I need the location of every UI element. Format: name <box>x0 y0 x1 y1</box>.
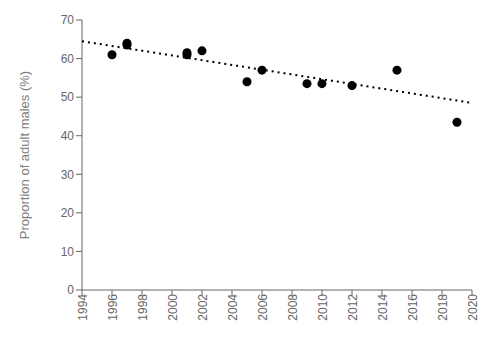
svg-text:0: 0 <box>67 283 74 297</box>
svg-text:50: 50 <box>61 90 75 104</box>
svg-text:20: 20 <box>61 206 75 220</box>
svg-text:2004: 2004 <box>226 294 240 321</box>
svg-text:2020: 2020 <box>466 294 480 321</box>
svg-text:2018: 2018 <box>436 294 450 321</box>
svg-text:40: 40 <box>61 129 75 143</box>
svg-text:2002: 2002 <box>196 294 210 321</box>
svg-text:1994: 1994 <box>76 294 90 321</box>
svg-text:70: 70 <box>61 13 75 27</box>
svg-text:2008: 2008 <box>286 294 300 321</box>
svg-text:2010: 2010 <box>316 294 330 321</box>
svg-text:2014: 2014 <box>376 294 390 321</box>
svg-text:2012: 2012 <box>346 294 360 321</box>
svg-text:30: 30 <box>61 168 75 182</box>
svg-text:Proportion of adult males (%): Proportion of adult males (%) <box>17 71 32 239</box>
svg-text:1996: 1996 <box>106 294 120 321</box>
svg-text:2016: 2016 <box>406 294 420 321</box>
svg-text:2000: 2000 <box>166 294 180 321</box>
svg-text:1998: 1998 <box>136 294 150 321</box>
svg-text:60: 60 <box>61 52 75 66</box>
svg-text:10: 10 <box>61 245 75 259</box>
svg-text:2006: 2006 <box>256 294 270 321</box>
